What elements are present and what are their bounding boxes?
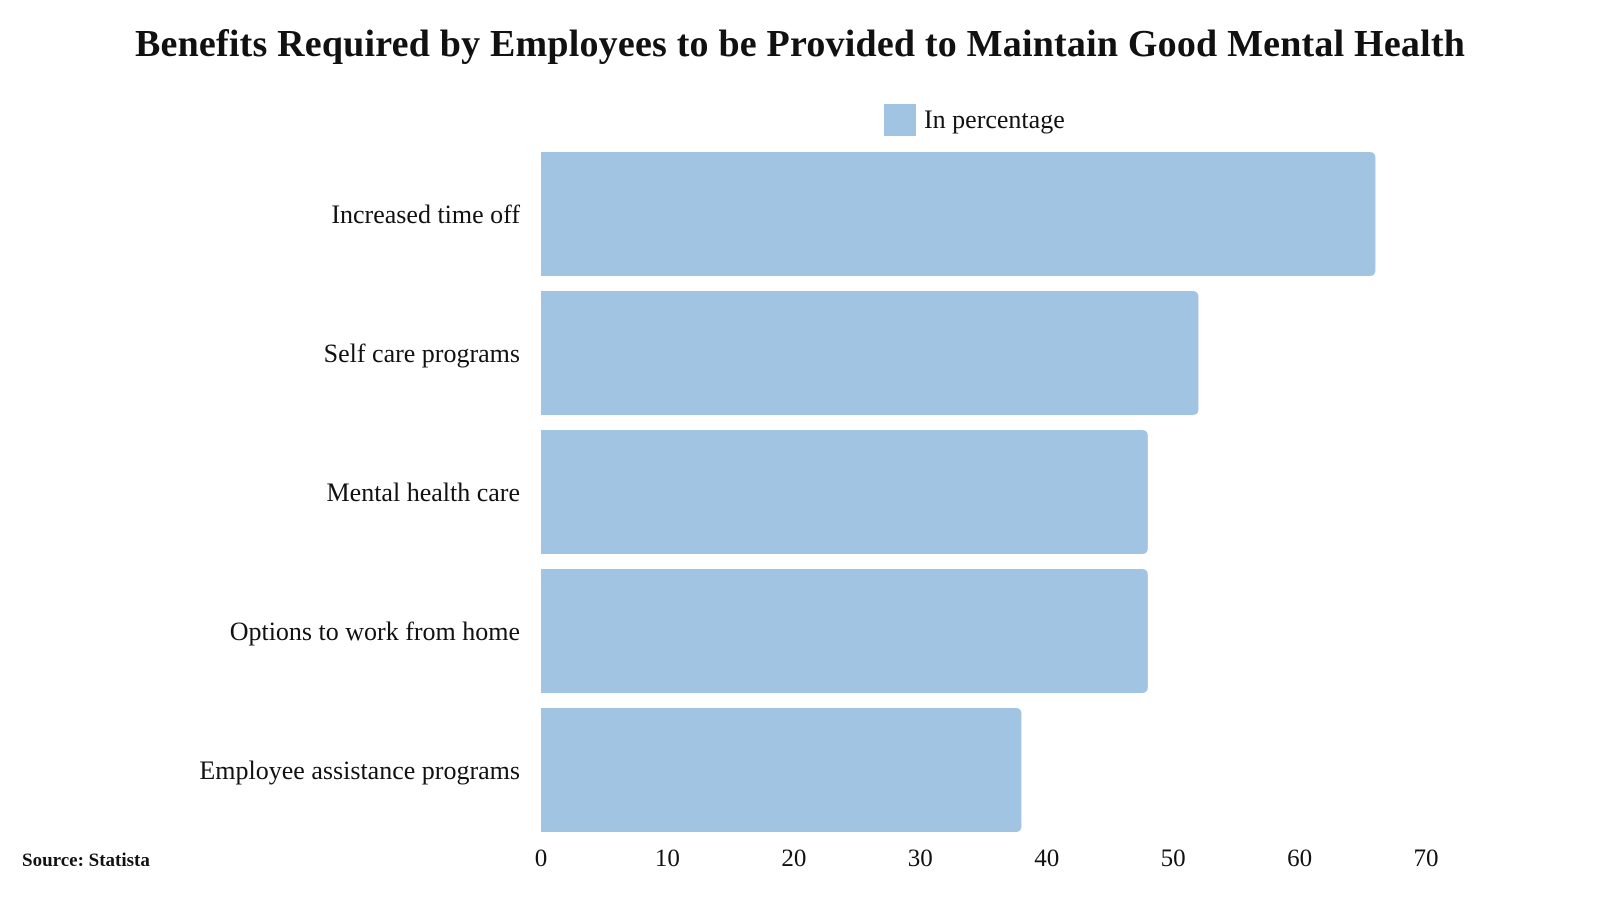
bar-increased-time-off <box>541 152 1376 276</box>
category-label: Employee assistance programs <box>199 756 520 785</box>
x-tick-label: 30 <box>908 845 933 872</box>
bars-layer <box>541 152 1376 832</box>
category-labels-layer: Increased time off Self care programs Ment… <box>199 200 520 785</box>
chart-title: Benefits Required by Employees to be Pro… <box>134 23 1466 65</box>
category-label: Options to work from home <box>230 617 520 646</box>
x-tick-label: 0 <box>535 845 548 872</box>
bar-self-care-programs <box>541 291 1199 415</box>
x-tick-label: 60 <box>1287 845 1312 872</box>
category-label: Self care programs <box>324 339 520 368</box>
x-axis-tick-labels: 0 10 20 30 40 50 60 70 <box>535 845 1439 872</box>
bar-employee-assistance-programs <box>541 708 1022 832</box>
x-tick-label: 10 <box>655 845 680 872</box>
legend-label: In percentage <box>924 105 1065 134</box>
category-label: Mental health care <box>327 478 520 507</box>
category-label: Increased time off <box>331 200 520 229</box>
x-tick-label: 20 <box>781 845 806 872</box>
bar-mental-health-care <box>541 430 1148 554</box>
bar-options-to-work-from-home <box>541 569 1148 693</box>
legend-swatch <box>884 104 916 136</box>
x-tick-label: 70 <box>1414 845 1439 872</box>
chart-legend: In percentage <box>884 103 1065 137</box>
x-tick-label: 50 <box>1161 845 1186 872</box>
source-note: Source: Statista <box>22 850 150 871</box>
x-tick-label: 40 <box>1034 845 1059 872</box>
